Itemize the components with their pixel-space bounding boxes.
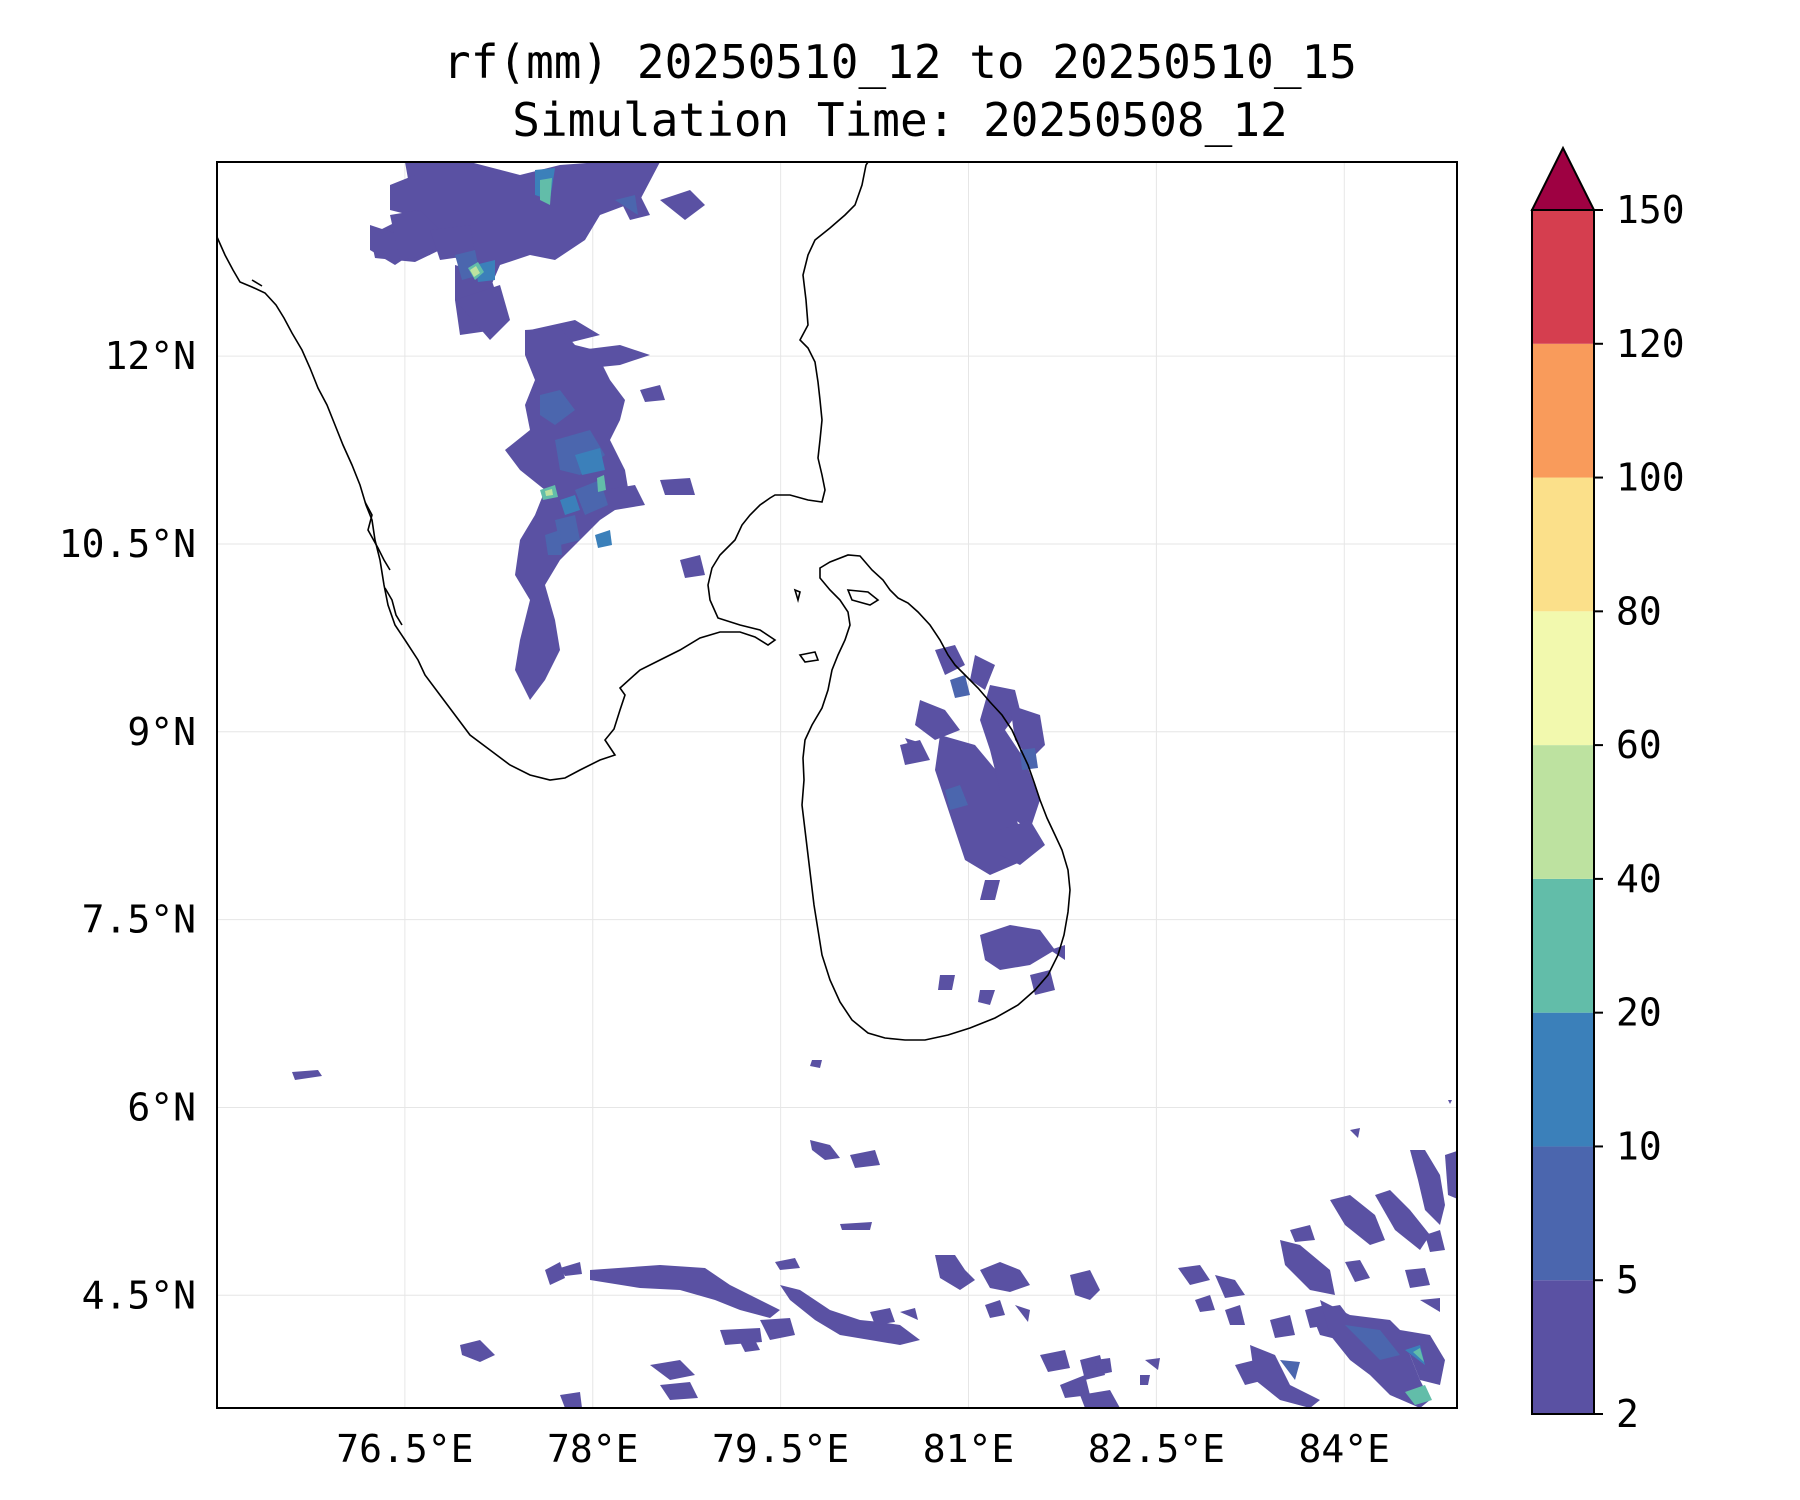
colorbar-segment [1532, 477, 1594, 612]
colorbar-segment [1532, 1012, 1594, 1147]
colorbar-tick-label: 120 [1616, 322, 1685, 366]
colorbar-tick-label: 10 [1616, 1124, 1662, 1168]
lon-tick-label: 81°E [923, 1427, 1015, 1471]
map-gridlines [217, 162, 1457, 1408]
lat-tick-label: 4.5°N [82, 1273, 196, 1317]
colorbar: 2 5 10 20 40 60 80 100 120 150 [1530, 145, 1685, 1436]
rainfall-contours-40-60 [470, 266, 553, 496]
lat-tick-label: 6°N [127, 1085, 196, 1129]
lon-tick-label: 78°E [547, 1427, 639, 1471]
lon-tick-label: 84°E [1299, 1427, 1391, 1471]
rainfall-contours [292, 162, 1457, 1408]
colorbar-segment [1532, 1280, 1594, 1414]
colorbar-segment [1532, 611, 1594, 746]
colorbar-segment [1532, 210, 1594, 344]
lon-tick-label: 76.5°E [336, 1427, 473, 1471]
lat-tick-label: 9°N [127, 710, 196, 754]
lat-tick-label: 10.5°N [59, 522, 196, 566]
colorbar-tick-label: 150 [1616, 188, 1685, 232]
colorbar-tick-label: 40 [1616, 857, 1662, 901]
lon-tick-label: 79.5°E [712, 1427, 849, 1471]
colorbar-tick-label: 5 [1616, 1258, 1639, 1302]
plot-subtitle: Simulation Time: 20250508_12 [512, 93, 1288, 147]
lon-tick-label: 82.5°E [1088, 1427, 1225, 1471]
colorbar-frame [1531, 209, 1595, 1415]
colorbar-tick-label: 80 [1616, 589, 1662, 633]
lat-tick-label: 7.5°N [82, 898, 196, 942]
map-frame [216, 161, 1458, 1409]
colorbar-segment [1532, 1146, 1594, 1281]
rainfall-contours-10-20 [475, 168, 1425, 1365]
colorbar-extend-arrow [1530, 145, 1596, 211]
plot-title: rf(mm) 20250510_12 to 20250510_15 [443, 35, 1357, 89]
longitude-axis-labels: 76.5°E 78°E 79.5°E 81°E 82.5°E 84°E [336, 1427, 1390, 1471]
colorbar-tick-label: 20 [1616, 991, 1662, 1035]
lat-tick-label: 12°N [104, 334, 196, 378]
colorbar-segment [1532, 343, 1594, 478]
colorbar-segment [1532, 745, 1594, 879]
rainfall-contours-5-10 [455, 195, 1400, 1380]
colorbar-tick-label: 2 [1616, 1392, 1639, 1436]
colorbar-tick-label: 60 [1616, 723, 1662, 767]
colorbar-segment [1532, 878, 1594, 1013]
colorbar-tick-label: 100 [1616, 456, 1685, 500]
latitude-axis-labels: 12°N 10.5°N 9°N 7.5°N 6°N 4.5°N [59, 334, 196, 1317]
coastline [217, 162, 1071, 1041]
